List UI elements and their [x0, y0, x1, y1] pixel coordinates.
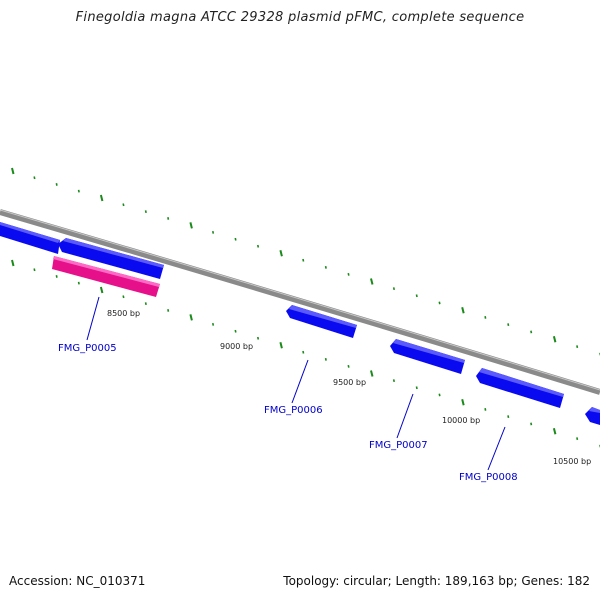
- scale-label-9500: 9500 bp: [333, 378, 366, 387]
- leader-line-fmg-p0005: [86, 296, 100, 341]
- outer-tick-minor: [77, 189, 80, 193]
- inner-tick-major: [552, 428, 557, 435]
- inner-tick-minor: [257, 336, 260, 340]
- gene-label-fmg-p0006[interactable]: FMG_P0006: [264, 405, 323, 416]
- gene-feature-right-edge[interactable]: [585, 407, 600, 425]
- inner-tick-major: [279, 341, 283, 349]
- inner-tick-major: [189, 314, 193, 321]
- outer-tick-minor: [55, 183, 58, 186]
- gene-label-fmg-p0005[interactable]: FMG_P0005: [58, 343, 117, 354]
- inner-tick-minor: [33, 268, 36, 272]
- inner-tick-minor: [302, 350, 305, 354]
- outer-tick-major: [11, 167, 15, 175]
- inner-tick-minor: [122, 295, 125, 299]
- inner-tick-major: [11, 259, 15, 267]
- leader-line-fmg-p0007: [396, 393, 414, 439]
- inner-tick-minor: [484, 408, 487, 411]
- accession-text: Accession: NC_010371: [9, 574, 146, 588]
- outer-tick-minor: [33, 176, 36, 180]
- inner-tick-minor: [392, 379, 395, 383]
- gene-feature-fmg-p0008[interactable]: [476, 368, 564, 408]
- inner-tick-minor: [415, 386, 418, 390]
- leader-line-fmg-p0008: [487, 426, 506, 471]
- inner-tick-major: [99, 286, 104, 294]
- outer-tick-row: [11, 167, 600, 356]
- outer-tick-minor: [122, 203, 125, 207]
- gene-feature-fmg-p0005[interactable]: [52, 256, 160, 297]
- inner-tick-minor: [167, 309, 170, 312]
- map-title: Finegoldia magna ATCC 29328 plasmid pFMC…: [75, 10, 525, 25]
- gene-feature-fmg-p0007[interactable]: [390, 339, 465, 374]
- leader-line-fmg-p0006: [291, 359, 309, 404]
- scale-label-10500: 10500 bp: [553, 457, 591, 466]
- inner-tick-minor: [234, 329, 237, 333]
- inner-tick-minor: [55, 275, 58, 278]
- inner-tick-row: [11, 259, 600, 448]
- outer-tick-minor: [212, 230, 215, 234]
- outer-tick-major: [370, 278, 374, 285]
- outer-tick-minor: [167, 217, 170, 220]
- outer-tick-minor: [392, 287, 395, 291]
- outer-tick-major: [461, 306, 465, 314]
- inner-tick-minor: [438, 393, 441, 397]
- inner-tick-minor: [144, 302, 147, 306]
- gene-label-fmg-p0007[interactable]: FMG_P0007: [369, 440, 428, 451]
- inner-tick-minor: [77, 281, 80, 285]
- outer-tick-minor: [415, 294, 418, 298]
- outer-tick-minor: [324, 265, 327, 269]
- gene-feature-left-1[interactable]: [0, 222, 60, 254]
- topology-summary-text: Topology: circular; Length: 189,163 bp; …: [283, 574, 590, 588]
- inner-tick-minor: [347, 364, 350, 368]
- inner-tick-minor: [530, 422, 533, 426]
- outer-tick-major: [99, 194, 104, 202]
- outer-tick-minor: [302, 258, 305, 262]
- outer-tick-minor: [576, 345, 579, 349]
- inner-tick-major: [370, 370, 374, 377]
- inner-tick-minor: [507, 415, 510, 419]
- outer-tick-minor: [234, 237, 237, 241]
- outer-tick-minor: [347, 272, 350, 276]
- outer-tick-minor: [484, 316, 487, 319]
- inner-tick-minor: [212, 322, 215, 326]
- outer-tick-major: [189, 222, 193, 229]
- outer-tick-major: [279, 249, 283, 257]
- outer-tick-minor: [530, 330, 533, 334]
- outer-tick-minor: [507, 323, 510, 327]
- inner-tick-major: [461, 398, 465, 406]
- gene-feature-fmg-p0006[interactable]: [286, 305, 357, 338]
- outer-tick-minor: [438, 301, 441, 305]
- backbone-arc: [0, 209, 600, 395]
- scale-label-8500: 8500 bp: [107, 309, 140, 318]
- gene-label-fmg-p0008[interactable]: FMG_P0008: [459, 472, 518, 483]
- inner-tick-minor: [324, 357, 327, 361]
- outer-tick-minor: [144, 210, 147, 214]
- gene-feature-left-2[interactable]: [58, 238, 164, 279]
- outer-tick-minor: [257, 244, 260, 248]
- outer-tick-major: [552, 336, 557, 343]
- inner-tick-minor: [576, 437, 579, 441]
- scale-label-9000: 9000 bp: [220, 342, 253, 351]
- scale-label-10000: 10000 bp: [442, 416, 480, 425]
